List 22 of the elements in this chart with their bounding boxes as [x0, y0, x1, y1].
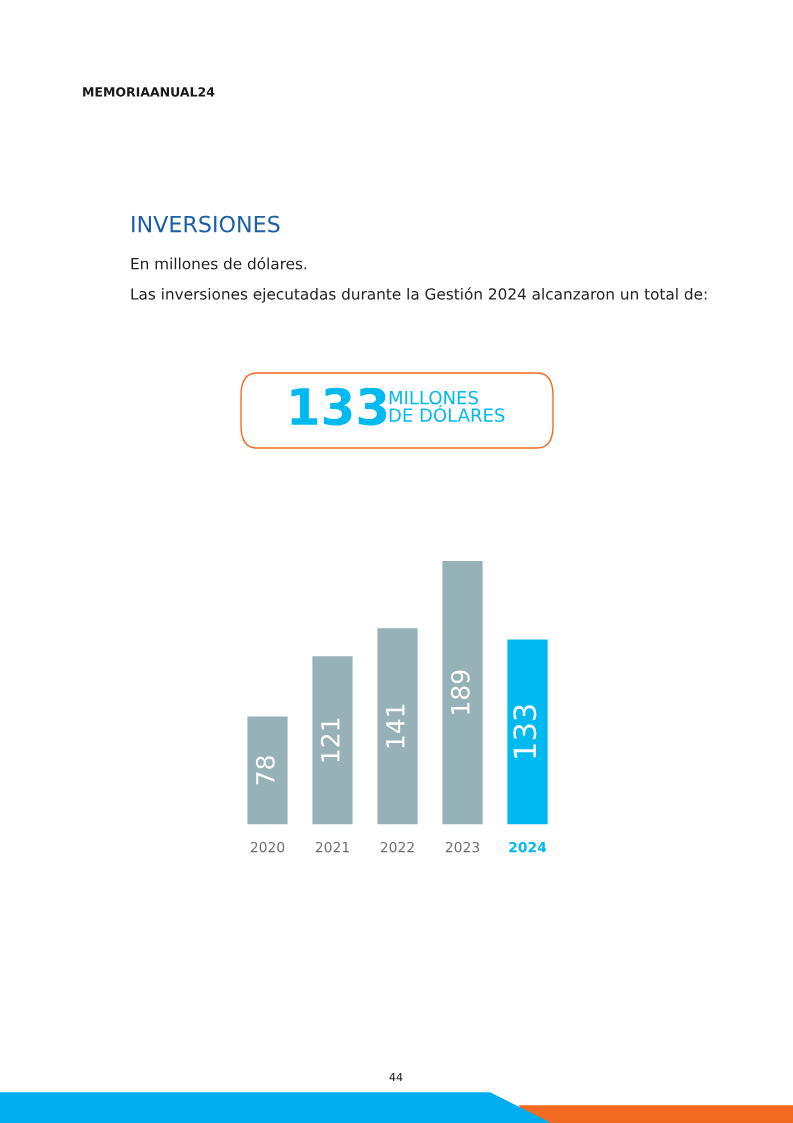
text: MEMORIAANUAL24 — [83, 87, 215, 97]
data-label: 78 — [255, 756, 275, 785]
data-label: 189 — [450, 670, 470, 714]
bar — [441, 559, 484, 825]
data-label: 133 — [513, 705, 537, 758]
text: MILLONES DE DÓLARES — [389, 390, 505, 422]
data-label: 141 — [386, 704, 405, 748]
data-label: 121 — [320, 718, 340, 762]
bar — [311, 654, 354, 825]
text: 44 — [389, 1072, 403, 1082]
x-tick-label: 2024 — [509, 841, 547, 853]
bar — [506, 638, 549, 825]
text: Las inversiones ejecutadas durante la Gestión 2024 alcanzaron un total de: — [131, 287, 707, 303]
text: 133 — [291, 387, 387, 426]
chart-subtitle: En millones de dólares. — [131, 257, 307, 270]
x-tick-label: 2023 — [445, 841, 480, 853]
x-tick-label: 2021 — [315, 841, 349, 853]
bar — [246, 715, 289, 825]
chart-title: INVERSIONES — [132, 215, 280, 233]
x-tick-label: 2020 — [250, 841, 285, 853]
x-tick-label: 2022 — [380, 841, 414, 853]
bar — [376, 626, 419, 825]
